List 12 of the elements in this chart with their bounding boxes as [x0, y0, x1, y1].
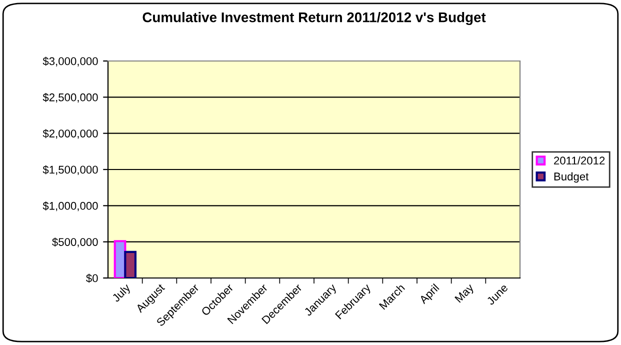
legend-label: 2011/2012 [554, 156, 605, 165]
legend-label: Budget [554, 172, 589, 183]
y-tick-label: $1,000,000 [42, 201, 98, 212]
y-tick-label: $1,500,000 [42, 165, 98, 175]
y-tick-label: $500,000 [52, 238, 98, 248]
x-tick-label: July [111, 282, 132, 304]
chart-title: Cumulative Investment Return 2011/2012 v's Budget [142, 12, 486, 26]
y-tick-label: $0 [86, 274, 98, 283]
y-tick-label: $3,000,000 [42, 56, 98, 66]
y-tick-label: $2,500,000 [42, 92, 98, 103]
x-tick-label: May [454, 283, 476, 304]
y-tick-label: $2,000,000 [42, 129, 98, 139]
